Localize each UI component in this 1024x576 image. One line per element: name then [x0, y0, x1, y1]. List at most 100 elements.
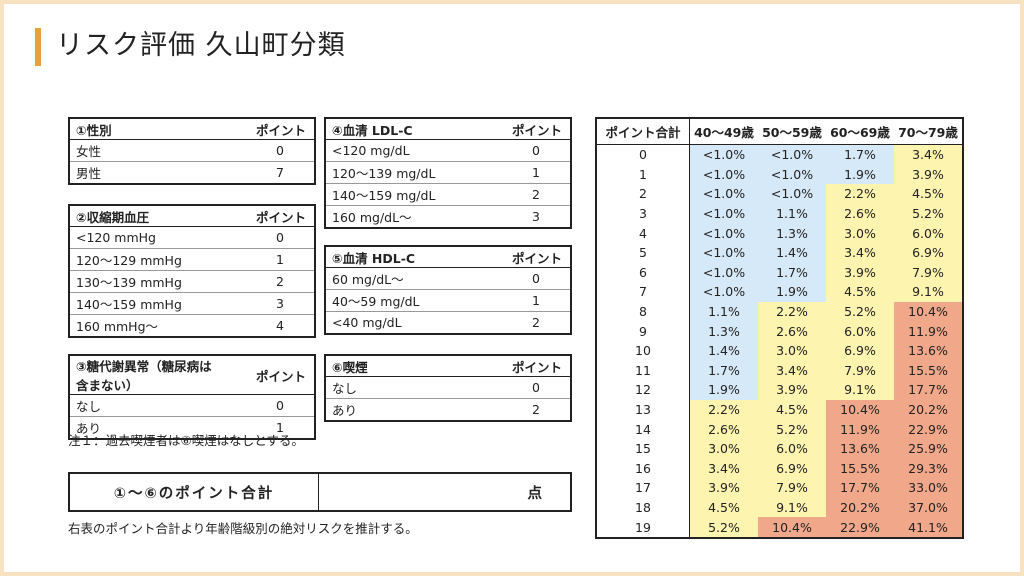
- row-point: 1: [230, 248, 315, 271]
- risk-points-cell: 0: [596, 144, 690, 165]
- sex-header-point: ポイント: [230, 118, 315, 140]
- row-point: 1: [486, 289, 571, 312]
- smoking-header-row: ⑥喫煙 ポイント: [325, 355, 571, 377]
- risk-value-cell: 2.2%: [689, 399, 758, 420]
- table-row: なし 0: [69, 395, 315, 417]
- table-row: <40 mg/dL 2: [325, 311, 571, 334]
- risk-value-cell: <1.0%: [689, 144, 758, 165]
- risk-value-cell: 4.5%: [758, 399, 826, 420]
- table-row: あり 1: [69, 416, 315, 439]
- glucose-header-point: ポイント: [230, 355, 315, 395]
- row-label: 男性: [69, 161, 230, 184]
- sbp-header-row: ②収縮期血圧 ポイント: [69, 205, 315, 227]
- risk-value-cell: <1.0%: [758, 144, 826, 165]
- row-point: 3: [486, 205, 571, 228]
- row-label: 60 mg/dL〜: [332, 272, 404, 287]
- row-point: 1: [230, 416, 315, 439]
- table-row: 160 mmHg〜 4: [69, 314, 315, 337]
- row-label: なし: [332, 381, 358, 396]
- sex-table: ①性別 ポイント 女性 0 男性 7: [68, 117, 316, 185]
- risk-value-cell: 3.9%: [894, 164, 963, 185]
- risk-header-40s: 40〜49歳: [689, 118, 758, 145]
- risk-row: 7 <1.0% 1.9% 4.5% 9.1%: [596, 282, 963, 302]
- risk-value-cell: 4.5%: [894, 184, 963, 204]
- risk-value-cell: 33.0%: [894, 478, 963, 498]
- risk-value-cell: <1.0%: [758, 184, 826, 204]
- risk-points-cell: 7: [596, 282, 690, 302]
- glucose-header-label: ③糖代謝異常（糖尿病は含まない）: [69, 355, 230, 395]
- risk-value-cell: 3.0%: [758, 340, 826, 361]
- row-label: あり: [325, 398, 486, 421]
- risk-value-cell: 11.9%: [826, 419, 894, 439]
- row-label: 140〜159 mmHg: [69, 292, 230, 315]
- risk-value-cell: 3.4%: [689, 458, 758, 479]
- risk-row: 0 <1.0% <1.0% 1.7% 3.4%: [596, 144, 963, 165]
- risk-value-cell: 1.9%: [758, 282, 826, 302]
- table-row: 60 mg/dL〜 0: [325, 268, 571, 290]
- risk-header-row: ポイント合計 40〜49歳 50〜59歳 60〜69歳 70〜79歳: [596, 118, 963, 145]
- risk-value-cell: 13.6%: [826, 438, 894, 459]
- risk-points-cell: 13: [596, 399, 690, 420]
- row-point: 0: [276, 398, 284, 413]
- table-row: あり 2: [325, 398, 571, 421]
- risk-value-cell: <1.0%: [689, 282, 758, 302]
- risk-value-cell: 15.5%: [894, 360, 963, 381]
- risk-value-cell: <1.0%: [689, 223, 758, 243]
- risk-row: 3 <1.0% 1.1% 2.6% 5.2%: [596, 203, 963, 224]
- risk-value-cell: 5.2%: [689, 517, 758, 538]
- risk-value-cell: 3.9%: [826, 262, 894, 283]
- risk-value-cell: 10.4%: [894, 301, 963, 322]
- risk-points-cell: 2: [596, 184, 690, 204]
- risk-value-cell: 1.7%: [758, 262, 826, 283]
- table-row: <120 mg/dL 0: [325, 140, 571, 162]
- risk-value-cell: 17.7%: [826, 478, 894, 498]
- risk-header-50s: 50〜59歳: [758, 118, 826, 145]
- sex-header-row: ①性別 ポイント: [69, 118, 315, 140]
- risk-value-cell: 3.4%: [894, 144, 963, 165]
- risk-points-cell: 10: [596, 340, 690, 361]
- risk-row: 18 4.5% 9.1% 20.2% 37.0%: [596, 497, 963, 518]
- risk-value-cell: 1.9%: [826, 164, 894, 185]
- risk-row: 12 1.9% 3.9% 9.1% 17.7%: [596, 380, 963, 400]
- risk-points-cell: 9: [596, 321, 690, 341]
- risk-value-cell: 25.9%: [894, 438, 963, 459]
- row-point: 7: [230, 161, 315, 184]
- table-row: 140〜159 mmHg 3: [69, 292, 315, 315]
- row-label: なし: [76, 399, 102, 414]
- risk-value-cell: 1.7%: [689, 360, 758, 381]
- sbp-header-point: ポイント: [230, 205, 315, 227]
- risk-value-cell: 11.9%: [894, 321, 963, 341]
- risk-value-cell: 1.7%: [826, 144, 894, 165]
- estimate-note: 右表のポイント合計より年齢階級別の絶対リスクを推計する。: [68, 521, 418, 536]
- risk-header-60s: 60〜69歳: [826, 118, 894, 145]
- risk-value-cell: 2.2%: [758, 301, 826, 322]
- risk-value-cell: <1.0%: [758, 164, 826, 185]
- risk-value-cell: 37.0%: [894, 497, 963, 518]
- risk-value-cell: 4.5%: [826, 282, 894, 302]
- smoking-note: 注１：過去喫煙者は⑥喫煙はなしとする。: [68, 433, 304, 448]
- row-label: 120〜129 mmHg: [69, 248, 230, 271]
- point-total-unit: 点: [527, 485, 543, 502]
- risk-value-cell: 20.2%: [826, 497, 894, 518]
- risk-value-cell: 3.9%: [689, 478, 758, 498]
- glucose-header-row: ③糖代謝異常（糖尿病は含まない） ポイント: [69, 355, 315, 395]
- sbp-table: ②収縮期血圧 ポイント <120 mmHg 0 120〜129 mmHg 1 130〜139…: [68, 204, 316, 338]
- ldl-header-point: ポイント: [486, 118, 571, 140]
- risk-row: 9 1.3% 2.6% 6.0% 11.9%: [596, 321, 963, 341]
- risk-points-cell: 16: [596, 458, 690, 479]
- risk-value-cell: 4.5%: [689, 497, 758, 518]
- smoking-header-point: ポイント: [486, 355, 571, 377]
- risk-value-cell: 22.9%: [826, 517, 894, 538]
- risk-value-cell: 3.4%: [826, 242, 894, 263]
- table-row: なし 0: [325, 377, 571, 399]
- risk-value-cell: 1.4%: [689, 340, 758, 361]
- risk-points-cell: 4: [596, 223, 690, 243]
- risk-points-cell: 1: [596, 164, 690, 185]
- risk-value-cell: 20.2%: [894, 399, 963, 420]
- risk-value-cell: 1.3%: [689, 321, 758, 341]
- risk-points-cell: 8: [596, 301, 690, 322]
- risk-points-cell: 18: [596, 497, 690, 518]
- ldl-table: ④血清 LDL-C ポイント <120 mg/dL 0 120〜139 mg/dL 1 14…: [324, 117, 572, 229]
- row-label: 130〜139 mmHg: [69, 270, 230, 293]
- point-total-box: ①〜⑥のポイント合計 点: [68, 472, 572, 512]
